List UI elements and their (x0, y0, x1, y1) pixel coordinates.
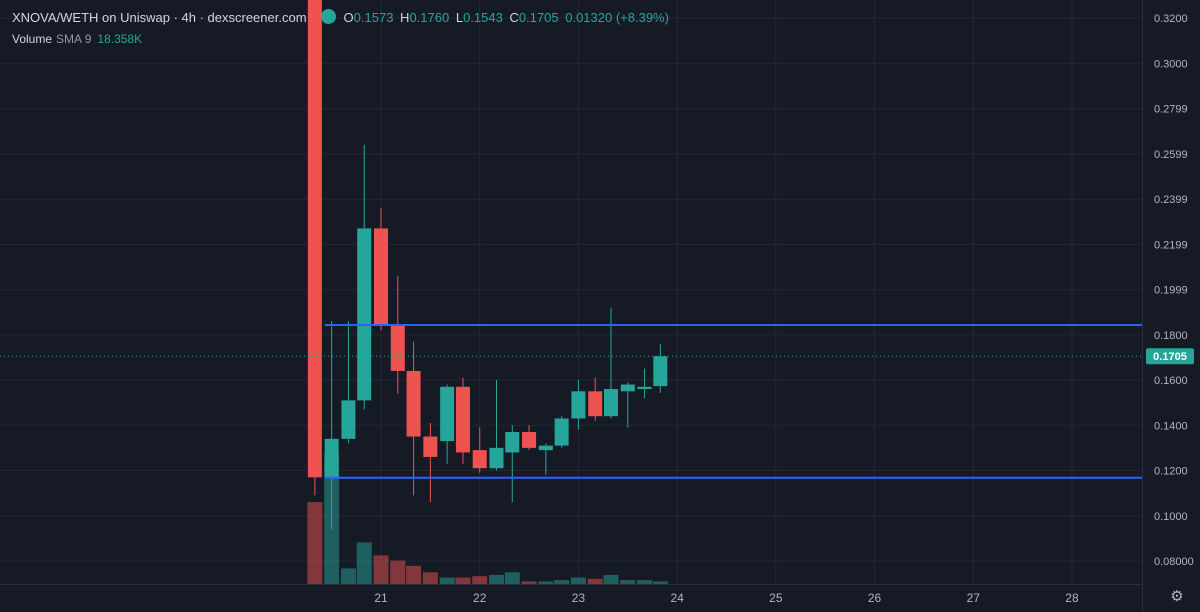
time-tick-label: 27 (967, 591, 981, 605)
candle-body[interactable] (374, 228, 388, 326)
high-value: 0.1760 (409, 10, 450, 25)
volume-bar (439, 577, 455, 584)
gear-icon[interactable]: ⚙ (1170, 588, 1184, 605)
open-label: O (343, 10, 354, 25)
candle-body[interactable] (538, 445, 553, 451)
price-tick-label: 0.3200 (1154, 13, 1188, 25)
volume-bar (488, 574, 504, 584)
pair-title: XNOVA/WETH on Uniswap · 4h · dexscreener… (12, 10, 307, 25)
price-tick-label: 0.2799 (1154, 104, 1188, 116)
price-tick-label: 0.2199 (1154, 239, 1188, 251)
time-tick-label: 21 (374, 591, 388, 605)
candle-body[interactable] (423, 436, 438, 457)
price-tick-label: 0.1800 (1154, 330, 1188, 342)
volume-label: Volume (12, 32, 53, 46)
high-label: H (400, 10, 410, 25)
volume-legend: Volume SMA 9 18.358K (12, 32, 142, 46)
price-tick-label: 0.1200 (1154, 466, 1188, 478)
volume-bar (472, 576, 488, 584)
candle-body[interactable] (637, 386, 652, 390)
candle-body[interactable] (571, 391, 586, 419)
candle-body[interactable] (522, 432, 537, 448)
candle-body[interactable] (554, 418, 569, 446)
candle-body[interactable] (440, 386, 455, 442)
close-value: 0.1705 (518, 10, 559, 25)
volume-value: 18.358K (97, 32, 143, 46)
volume-bar (521, 581, 537, 584)
time-tick-label: 23 (572, 591, 586, 605)
volume-bar (538, 581, 554, 584)
price-tick-label: 0.2399 (1154, 194, 1188, 206)
volume-bar (587, 578, 603, 584)
volume-bar (455, 577, 471, 584)
live-status-icon (320, 9, 336, 24)
sma-label: SMA 9 (56, 32, 92, 46)
candle-body[interactable] (588, 391, 603, 417)
last-price-label: 0.1705 (1153, 351, 1187, 363)
open-value: 0.1573 (353, 10, 394, 25)
candle-body[interactable] (390, 325, 405, 371)
candle-body[interactable] (307, 0, 322, 478)
price-tick-label: 0.1600 (1154, 375, 1188, 387)
volume-bar (620, 580, 636, 584)
volume-bar (406, 565, 422, 584)
time-tick-label: 22 (473, 591, 487, 605)
volume-bar (504, 572, 520, 584)
volume-bar (356, 542, 372, 584)
candle-body[interactable] (324, 438, 339, 478)
volume-bar (390, 560, 406, 584)
time-tick-label: 24 (670, 591, 684, 605)
candle-body[interactable] (455, 386, 470, 453)
candle-body[interactable] (357, 228, 372, 401)
volume-bar (307, 502, 323, 584)
candle-body[interactable] (489, 447, 504, 469)
candle-body[interactable] (653, 356, 668, 387)
low-label: L (455, 10, 464, 25)
price-tick-label: 0.08000 (1154, 556, 1194, 568)
candle-body[interactable] (603, 389, 618, 417)
volume-bar (570, 577, 586, 584)
candle-body[interactable] (406, 370, 421, 437)
time-tick-label: 28 (1065, 591, 1079, 605)
price-tick-label: 0.1400 (1154, 420, 1188, 432)
volume-bar (422, 572, 438, 584)
price-tick-label: 0.1000 (1154, 511, 1188, 523)
candle-body[interactable] (620, 384, 635, 392)
price-tick-label: 0.1999 (1154, 285, 1188, 297)
candle-body[interactable] (472, 450, 487, 469)
price-tick-label: 0.3000 (1154, 58, 1188, 70)
last-price-badge (1146, 348, 1194, 365)
volume-bar (652, 581, 668, 584)
change-value: 0.01320 (+8.39%) (565, 10, 669, 25)
price-tick-label: 0.2599 (1154, 149, 1188, 161)
volume-bar (603, 574, 619, 584)
volume-bar (373, 555, 389, 584)
time-tick-label: 25 (769, 591, 783, 605)
ohlc-legend: XNOVA/WETH on Uniswap · 4h · dexscreener… (12, 9, 672, 25)
time-tick-label: 26 (868, 591, 882, 605)
low-value: 0.1543 (463, 10, 503, 25)
volume-bar (637, 580, 653, 584)
candle-body[interactable] (341, 400, 356, 439)
volume-bar (340, 568, 356, 584)
close-label: C (509, 10, 519, 25)
candle-body[interactable] (505, 432, 520, 453)
volume-bar (554, 580, 570, 584)
